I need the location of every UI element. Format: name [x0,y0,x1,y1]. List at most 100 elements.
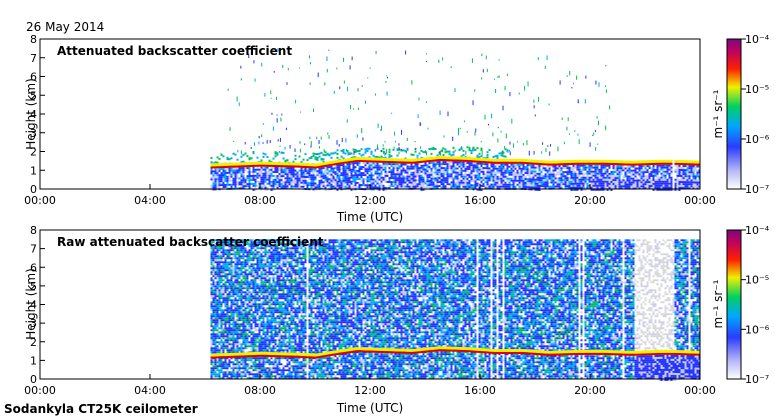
heatmap-cell [323,179,325,181]
heatmap-cell [307,159,309,161]
heatmap-cell [441,173,443,175]
heatmap-cell [333,178,335,180]
heatmap-cell [377,161,379,163]
heatmap-cell [335,171,337,173]
heatmap-cell [367,162,369,164]
heatmap-cell [391,175,393,177]
heatmap-cell [235,170,237,172]
heatmap-cell [425,160,427,162]
heatmap-cell [429,162,431,164]
heatmap-cell [449,163,451,165]
heatmap-cell [215,182,217,184]
heatmap-cell [421,183,423,185]
heatmap-cell [273,162,275,165]
heatmap-cell [421,175,423,177]
heatmap-cell [455,178,457,180]
heatmap-cell [221,174,223,176]
heatmap-cell [237,176,239,178]
heatmap-cell [427,162,429,164]
heatmap-cell [425,162,427,164]
heatmap-cell [391,181,393,183]
heatmap-cell [397,181,399,183]
heatmap-cell [451,175,453,177]
heatmap-cell [381,187,383,189]
heatmap-cell [463,170,465,172]
heatmap-cell [423,175,425,177]
heatmap-cell [429,178,431,180]
heatmap-cell [387,179,389,181]
heatmap-cell [369,166,371,168]
heatmap-cell [393,179,395,181]
heatmap-cell [379,173,381,175]
heatmap-cell [427,178,429,180]
heatmap-cell [271,177,273,179]
heatmap-cell [325,162,327,165]
heatmap-cell [419,175,421,177]
heatmap-cell [373,176,375,178]
heatmap-cell [259,177,261,179]
heatmap-cell [419,158,421,161]
heatmap-cell [303,170,305,172]
heatmap-cell [365,168,367,170]
heatmap-cell [269,185,271,187]
heatmap-cell [351,158,353,161]
heatmap-cell [411,176,413,178]
heatmap-cell [215,172,217,174]
heatmap-cell [369,164,371,166]
heatmap-cell [405,186,407,188]
heatmap-cell [249,183,251,185]
heatmap-cell [223,176,225,178]
heatmap-cell [317,170,319,172]
heatmap-cell [321,178,323,180]
heatmap-cell [289,179,291,181]
heatmap-cell [303,186,305,188]
heatmap-cell [451,167,453,169]
heatmap-cell [437,154,439,156]
heatmap-cell [431,166,433,168]
heatmap-cell [387,167,389,169]
heatmap-cell [369,174,371,176]
heatmap-cell [431,170,433,172]
heatmap-cell [315,163,317,166]
heatmap-cell [333,164,335,166]
heatmap-cell [459,180,461,182]
heatmap-cell [283,157,285,159]
heatmap-cell [423,169,425,171]
heatmap-cell [401,167,403,169]
heatmap-cell [389,151,391,153]
heatmap-cell [459,157,461,160]
heatmap-cell [405,172,407,174]
heatmap-cell [425,172,427,174]
heatmap-cell [465,160,467,162]
heatmap-cell [331,172,333,174]
heatmap-cell [217,178,219,180]
heatmap-cell [347,158,349,161]
heatmap-cell [409,168,411,170]
heatmap-cell [283,181,285,183]
heatmap-cell [273,171,275,173]
heatmap-cell [391,167,393,169]
heatmap-cell [367,150,369,152]
heatmap-cell [371,172,373,174]
heatmap-cell [265,171,267,173]
heatmap-cell [345,186,347,188]
heatmap-cell [351,183,353,185]
heatmap-cell [443,183,445,185]
heatmap-cell [211,185,213,187]
heatmap-cell [271,181,273,183]
heatmap-cell [435,179,437,181]
heatmap-cell [283,152,285,154]
heatmap-cell [389,181,391,183]
heatmap-cell [221,186,223,188]
heatmap-cell [231,157,233,159]
heatmap-cell [273,183,275,185]
heatmap-cell [423,177,425,179]
heatmap-cell [225,174,227,176]
heatmap-cell [457,178,459,180]
heatmap-cell [403,162,405,164]
heatmap-cell [435,181,437,183]
heatmap-cell [287,175,289,177]
heatmap-cell [433,186,435,188]
heatmap-cell [237,184,239,186]
heatmap-cell [403,168,405,170]
